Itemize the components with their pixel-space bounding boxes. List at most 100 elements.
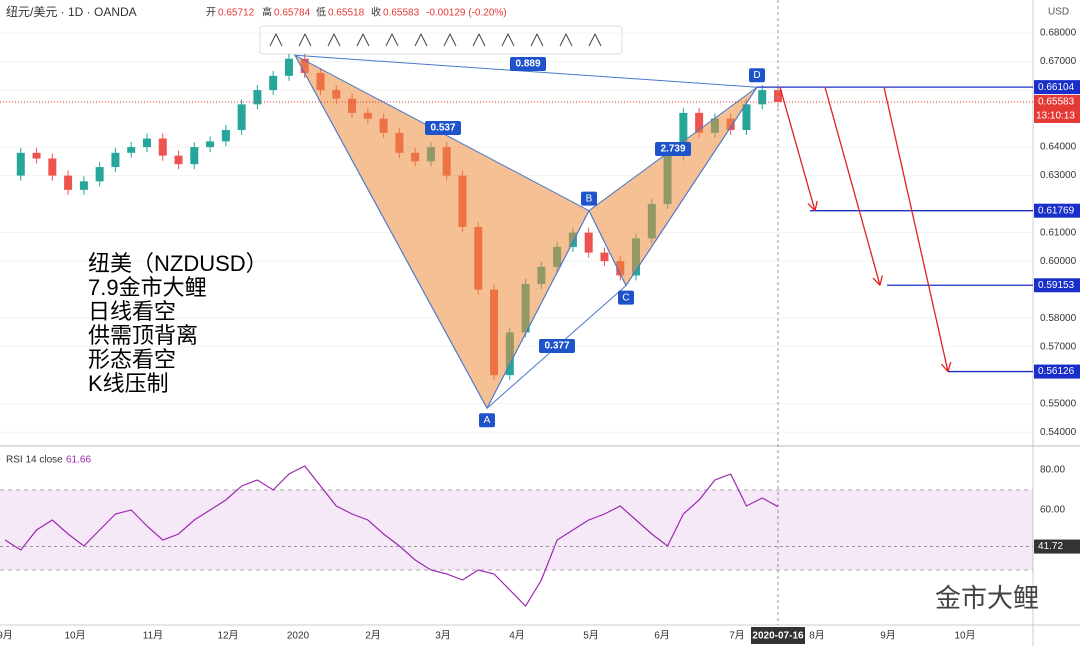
y-tick-label: 0.64000 <box>1040 142 1077 153</box>
candle <box>584 232 593 253</box>
candle <box>48 158 57 176</box>
candle <box>253 90 262 105</box>
time-label: 7月 <box>729 630 745 642</box>
annotation: 供需顶背离 <box>88 323 198 348</box>
ratio-box <box>539 339 575 353</box>
level-label: 0.66104 <box>1038 82 1075 93</box>
pattern-point-label: B <box>586 193 593 204</box>
toolbar <box>259 25 623 55</box>
ratio-label: 0.377 <box>544 341 569 352</box>
candle <box>95 167 104 182</box>
candle <box>269 75 278 91</box>
level-label: 0.61769 <box>1038 205 1075 216</box>
tool-icon[interactable] <box>559 32 573 47</box>
time-label: 8月 <box>809 630 825 642</box>
time-label: 11月 <box>143 630 163 642</box>
candle <box>111 152 120 168</box>
pattern-point-box <box>749 68 765 83</box>
tool-icon[interactable] <box>327 32 341 47</box>
level-tag <box>1034 203 1080 218</box>
candle <box>679 112 688 156</box>
candle <box>16 152 25 176</box>
arrow-head <box>872 277 881 286</box>
y-tick-label: 0.57000 <box>1040 341 1077 352</box>
candle <box>600 252 609 262</box>
time-label: 5月 <box>583 630 599 642</box>
arrow <box>883 86 949 372</box>
header-low: 0.65518 <box>328 8 365 19</box>
candle <box>237 104 246 130</box>
tool-icon[interactable] <box>385 32 399 47</box>
tool-icon[interactable] <box>472 32 486 47</box>
tool-icon[interactable] <box>414 32 428 47</box>
tool-icon[interactable] <box>356 32 370 47</box>
ratio-box <box>655 142 691 156</box>
crosshair-tag <box>1034 539 1080 554</box>
candle <box>695 112 704 133</box>
y-tick-label: 0.68000 <box>1040 28 1077 39</box>
ratio-label: 2.739 <box>660 144 685 155</box>
y-tick-label: 0.55000 <box>1040 398 1077 409</box>
time-label: 2月 <box>365 630 381 642</box>
arrow <box>824 86 881 286</box>
header-open_label: 开 <box>206 8 216 19</box>
arrow-head <box>807 203 816 212</box>
arrow-head <box>940 363 949 372</box>
annotation: 7.9金市大鲤 <box>88 275 207 300</box>
crosshair-label: 41.72 <box>1038 541 1063 552</box>
candle <box>158 138 167 156</box>
pattern-point-box <box>618 290 634 305</box>
time-label: 10月 <box>954 630 975 642</box>
tool-icon[interactable] <box>530 32 544 47</box>
time-label: 2020 <box>287 631 310 642</box>
time-label: 9月 <box>0 630 13 642</box>
ratio-label: 0.537 <box>430 123 455 134</box>
tool-icon[interactable] <box>501 32 515 47</box>
pattern-point-label: D <box>753 70 760 81</box>
rsi-tick-label: 80.00 <box>1040 465 1065 476</box>
header-close: 0.65583 <box>383 8 420 19</box>
time-label: 3月 <box>435 630 451 642</box>
header-high: 0.65784 <box>274 8 311 19</box>
pattern-point-box <box>581 191 597 206</box>
candle <box>284 58 293 76</box>
tool-icon[interactable] <box>298 32 312 47</box>
annotation: 形态看空 <box>88 347 176 372</box>
time-label: 4月 <box>509 630 525 642</box>
header-low_label: 低 <box>316 6 326 19</box>
last-price-tag <box>1034 94 1080 123</box>
rsi-last: 61.66 <box>66 455 91 466</box>
time-cursor-box <box>751 627 805 644</box>
candle <box>174 155 183 165</box>
level-tag <box>1034 80 1080 95</box>
y-tick-label: 0.63000 <box>1040 170 1077 181</box>
tool-icon[interactable] <box>588 32 602 47</box>
pattern-point-label: A <box>484 415 491 426</box>
tool-icon[interactable] <box>269 32 283 47</box>
watermark: 金市大鲤 <box>935 583 1039 613</box>
annotation: K线压制 <box>88 371 169 396</box>
header-close_label: 收 <box>371 6 381 19</box>
last-price-label: 0.65583 <box>1038 97 1075 108</box>
tool-icon[interactable] <box>443 32 457 47</box>
y-tick-label: 0.54000 <box>1040 427 1077 438</box>
header-high_label: 高 <box>262 6 272 19</box>
candle <box>127 147 136 153</box>
countdown: 13:10:13 <box>1036 111 1075 122</box>
ratio-box <box>510 57 546 71</box>
candle <box>79 181 88 190</box>
currency: USD <box>1048 7 1069 18</box>
time-label: 6月 <box>654 630 670 642</box>
pattern-point-box <box>479 413 495 428</box>
y-tick-label: 0.60000 <box>1040 256 1077 267</box>
rsi-band <box>0 490 1033 570</box>
time-label: 2020-07-16 <box>752 631 804 642</box>
y-tick-label: 0.67000 <box>1040 56 1077 67</box>
header-change: -0.00129 (-0.20%) <box>426 8 507 19</box>
y-tick-label: 0.58000 <box>1040 313 1077 324</box>
arrow-head <box>879 275 883 286</box>
candle <box>142 138 151 148</box>
